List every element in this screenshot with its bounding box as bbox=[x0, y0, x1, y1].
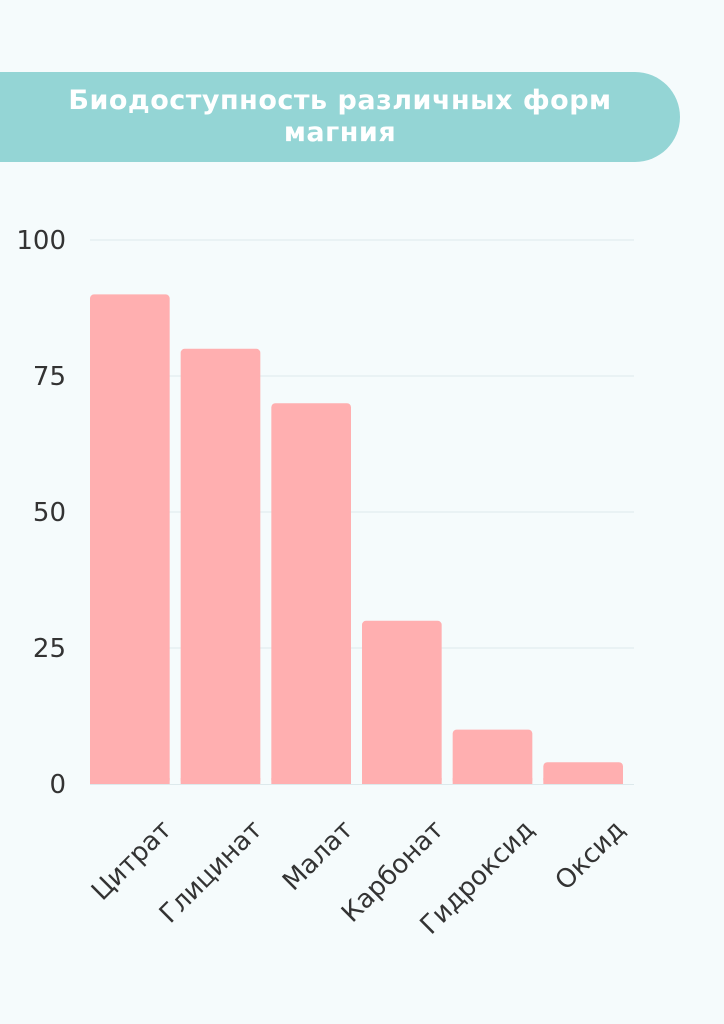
bar-base-3 bbox=[271, 778, 351, 784]
y-tick-label: 0 bbox=[49, 770, 66, 800]
x-category-label: Малат bbox=[277, 815, 359, 897]
bar-1 bbox=[90, 294, 170, 784]
bar-5 bbox=[452, 729, 533, 784]
y-axis-ticks: 0 25 50 75 100 bbox=[16, 226, 66, 800]
y-tick-label: 75 bbox=[33, 362, 66, 392]
bar-2 bbox=[180, 348, 261, 784]
bar-base-1 bbox=[90, 778, 170, 784]
bar-base-4 bbox=[362, 778, 442, 784]
bar-3 bbox=[271, 403, 351, 784]
y-tick-label: 25 bbox=[33, 634, 66, 664]
y-tick-label: 50 bbox=[33, 498, 66, 528]
x-category-label: Цитрат bbox=[86, 815, 178, 907]
bar-base-6 bbox=[543, 778, 623, 784]
chart-title: Биодоступность различных форм магния bbox=[68, 85, 612, 148]
bars bbox=[90, 294, 623, 784]
y-tick-label: 100 bbox=[16, 226, 66, 256]
bar-base-5 bbox=[452, 778, 533, 784]
title-banner: Биодоступность различных форм магния bbox=[0, 72, 680, 162]
x-category-label: Оксид bbox=[550, 815, 632, 897]
bar-4 bbox=[362, 620, 442, 784]
bar-base-2 bbox=[180, 778, 261, 784]
